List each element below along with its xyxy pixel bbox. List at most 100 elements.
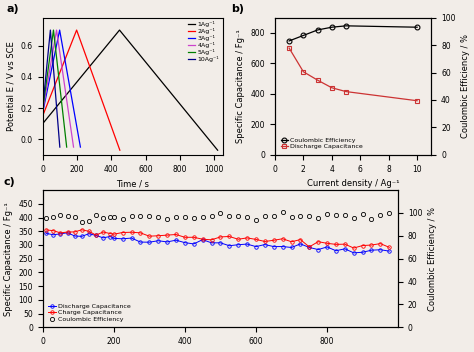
Coulombic Efficiency xyxy=(173,215,179,219)
10Ag⁻¹ xyxy=(45,53,51,57)
Line: 5Ag⁻¹: 5Ag⁻¹ xyxy=(43,30,67,147)
2Ag⁻¹ xyxy=(88,67,94,71)
Coulombic Efficiency xyxy=(182,215,188,219)
2Ag⁻¹ xyxy=(117,148,123,152)
Coulombic Efficiency xyxy=(343,24,349,28)
Coulombic Efficiency xyxy=(79,220,84,224)
Discharge Capacitance xyxy=(301,70,306,74)
Charge Capacitance xyxy=(253,237,259,241)
Discharge Capacitance xyxy=(369,248,374,252)
3Ag⁻¹ xyxy=(42,100,48,104)
3Ag⁻¹ xyxy=(40,111,46,115)
Text: b): b) xyxy=(231,4,244,14)
5Ag⁻¹ xyxy=(47,54,53,58)
Discharge Capacitance xyxy=(360,250,365,254)
Coulombic Efficiency xyxy=(351,216,356,220)
Discharge Capacitance xyxy=(191,242,197,246)
Charge Capacitance xyxy=(235,237,241,241)
1Ag⁻¹ xyxy=(149,67,155,71)
Legend: Coulombic Efficiency, Discharge Capacitance: Coulombic Efficiency, Discharge Capacita… xyxy=(278,135,365,152)
Discharge Capacitance xyxy=(100,236,106,240)
Coulombic Efficiency xyxy=(235,214,241,218)
2Ag⁻¹ xyxy=(111,132,117,136)
Charge Capacitance xyxy=(107,231,113,235)
Charge Capacitance xyxy=(218,235,223,239)
4Ag⁻¹ xyxy=(68,129,74,133)
4Ag⁻¹ xyxy=(54,28,59,32)
Coulombic Efficiency xyxy=(271,214,276,218)
Discharge Capacitance xyxy=(286,46,292,50)
Discharge Capacitance xyxy=(244,242,250,246)
Coulombic Efficiency xyxy=(64,214,70,218)
X-axis label: Time / s: Time / s xyxy=(116,179,149,188)
10Ag⁻¹ xyxy=(51,66,56,70)
Coulombic Efficiency xyxy=(342,213,347,217)
Charge Capacitance xyxy=(137,231,143,235)
2Ag⁻¹ xyxy=(63,55,69,59)
3Ag⁻¹ xyxy=(75,129,81,133)
Coulombic Efficiency xyxy=(200,215,205,219)
Coulombic Efficiency xyxy=(414,25,420,29)
Discharge Capacitance xyxy=(386,249,392,253)
Coulombic Efficiency xyxy=(209,214,214,218)
Charge Capacitance xyxy=(155,234,161,238)
Line: 1Ag⁻¹: 1Ag⁻¹ xyxy=(43,30,218,150)
Discharge Capacitance xyxy=(128,236,134,240)
Discharge Capacitance xyxy=(414,99,420,103)
Charge Capacitance xyxy=(244,236,250,240)
Discharge Capacitance xyxy=(182,240,188,245)
4Ag⁻¹ xyxy=(44,83,50,87)
10Ag⁻¹ xyxy=(47,28,53,32)
Coulombic Efficiency xyxy=(86,219,91,223)
5Ag⁻¹ xyxy=(43,82,49,86)
Coulombic Efficiency xyxy=(137,214,143,218)
10Ag⁻¹ xyxy=(57,145,63,149)
Coulombic Efficiency xyxy=(360,212,365,216)
Discharge Capacitance xyxy=(351,251,356,255)
Coulombic Efficiency xyxy=(107,215,113,219)
5Ag⁻¹ xyxy=(55,66,61,70)
Charge Capacitance xyxy=(377,241,383,246)
1Ag⁻¹ xyxy=(50,109,56,113)
Coulombic Efficiency xyxy=(386,210,392,215)
Discharge Capacitance xyxy=(315,247,321,252)
Discharge Capacitance xyxy=(329,86,335,90)
Charge Capacitance xyxy=(120,231,126,235)
Text: a): a) xyxy=(7,4,19,14)
Discharge Capacitance xyxy=(64,231,70,235)
4Ag⁻¹ xyxy=(59,66,65,70)
4Ag⁻¹ xyxy=(40,109,46,113)
1Ag⁻¹ xyxy=(215,148,220,152)
Discharge Capacitance xyxy=(155,239,161,243)
Discharge Capacitance xyxy=(57,232,63,236)
3Ag⁻¹ xyxy=(57,28,63,32)
Discharge Capacitance xyxy=(120,237,126,241)
Discharge Capacitance xyxy=(173,238,179,242)
Discharge Capacitance xyxy=(86,232,91,236)
5Ag⁻¹ xyxy=(40,107,46,112)
Discharge Capacitance xyxy=(298,242,303,246)
Coulombic Efficiency xyxy=(369,217,374,221)
Coulombic Efficiency xyxy=(253,218,259,222)
X-axis label: Current density / Ag⁻¹: Current density / Ag⁻¹ xyxy=(307,179,400,188)
4Ag⁻¹ xyxy=(49,54,55,58)
Coulombic Efficiency xyxy=(100,215,106,220)
Charge Capacitance xyxy=(173,232,179,237)
Charge Capacitance xyxy=(271,238,276,243)
Discharge Capacitance xyxy=(137,240,143,244)
2Ag⁻¹ xyxy=(51,86,56,90)
Coulombic Efficiency xyxy=(146,214,152,219)
Coulombic Efficiency xyxy=(298,214,303,218)
Coulombic Efficiency xyxy=(262,214,268,219)
Discharge Capacitance xyxy=(200,238,205,242)
Discharge Capacitance xyxy=(146,240,152,244)
Y-axis label: Potential E / V vs SCE: Potential E / V vs SCE xyxy=(6,42,15,131)
Coulombic Efficiency xyxy=(333,213,339,217)
Coulombic Efficiency xyxy=(244,214,250,219)
Coulombic Efficiency xyxy=(155,215,161,219)
Charge Capacitance xyxy=(72,230,77,234)
Discharge Capacitance xyxy=(271,245,276,249)
Line: Coulombic Efficiency: Coulombic Efficiency xyxy=(44,210,392,224)
Charge Capacitance xyxy=(64,230,70,234)
Coulombic Efficiency xyxy=(286,39,292,43)
